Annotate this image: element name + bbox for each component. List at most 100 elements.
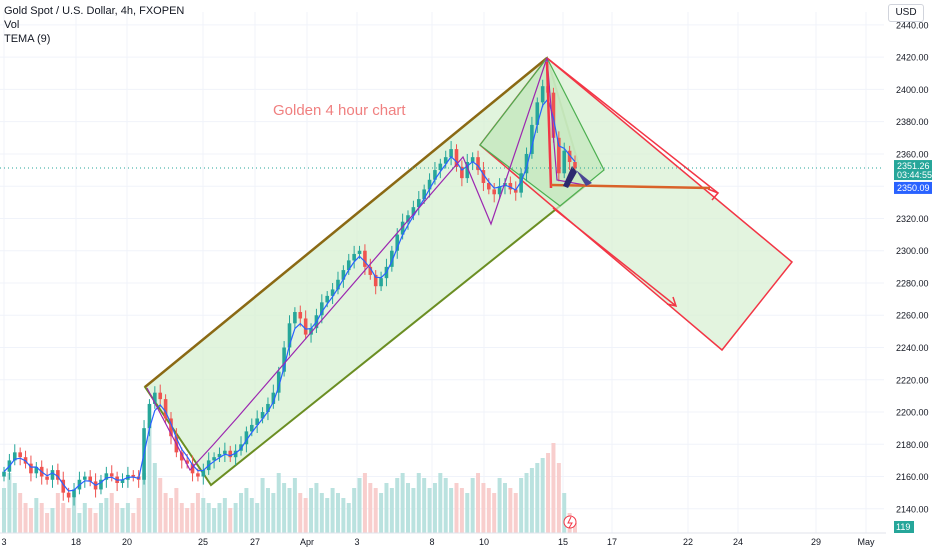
candle-body	[56, 470, 60, 480]
volume-bar	[217, 503, 222, 533]
candle-body	[325, 295, 330, 303]
volume-bar	[535, 463, 540, 533]
candle-body	[201, 470, 206, 477]
countdown-label: 03:44:55	[897, 170, 932, 180]
y-tick-label: 2240.00	[896, 343, 929, 353]
tema-label[interactable]: TEMA (9)	[4, 33, 51, 45]
candle-body	[66, 492, 71, 498]
candle-body	[368, 266, 373, 275]
volume-bar	[61, 503, 66, 533]
volume-bar	[98, 503, 103, 533]
volume-bar	[212, 508, 217, 533]
volume-bar	[125, 503, 130, 533]
volume-bar	[228, 508, 233, 533]
candle-body	[357, 250, 362, 254]
volume-bars	[2, 423, 577, 533]
volume-bar	[551, 443, 556, 533]
y-tick-label: 2380.00	[896, 117, 929, 127]
volume-bar	[368, 483, 373, 533]
volume-bar	[142, 473, 147, 533]
candle-body	[508, 182, 513, 190]
candle-body	[212, 457, 216, 461]
volume-bar	[303, 498, 308, 533]
candle-body	[190, 463, 195, 474]
x-tick-label: 10	[479, 537, 489, 547]
volume-bar	[427, 488, 432, 533]
candle-body	[562, 150, 567, 174]
volume-label[interactable]: Vol	[4, 19, 20, 31]
volume-bar	[39, 503, 44, 533]
candle-body	[551, 92, 556, 138]
candle-body	[573, 162, 577, 169]
currency-selector[interactable]: USD	[888, 4, 924, 22]
y-tick-label: 2300.00	[896, 246, 929, 256]
volume-bar	[449, 488, 454, 533]
candle-body	[298, 312, 303, 319]
volume-bar	[136, 498, 141, 533]
volume-bar	[346, 503, 351, 533]
y-tick-label: 2280.00	[896, 278, 929, 288]
candle-body	[276, 371, 281, 393]
x-tick-label: 20	[122, 537, 132, 547]
volume-bar	[341, 498, 346, 533]
volume-bar	[325, 498, 330, 533]
y-tick-label: 2400.00	[896, 85, 929, 95]
x-tick-label: 18	[71, 537, 81, 547]
x-tick-label: May	[857, 537, 875, 547]
candle-body	[163, 399, 168, 419]
x-tick-label: 27	[250, 537, 260, 547]
volume-bar	[416, 473, 421, 533]
y-tick-label: 2420.00	[896, 53, 929, 63]
candle-body	[390, 250, 394, 267]
volume-bar	[147, 423, 152, 533]
volume-bar	[93, 513, 98, 533]
y-tick-label: 2140.00	[896, 504, 929, 514]
candle-body	[196, 473, 200, 477]
volume-bar	[406, 483, 411, 533]
volume-bar	[432, 483, 437, 533]
candle-body	[524, 153, 529, 174]
volume-bar	[362, 473, 367, 533]
drop-line	[545, 61, 553, 189]
volume-bar	[168, 498, 173, 533]
y-tick-label: 2180.00	[896, 440, 929, 450]
volume-bar	[282, 483, 287, 533]
x-tick-label: 3	[1, 537, 6, 547]
arrow-head	[666, 296, 678, 308]
candle-body	[158, 392, 163, 400]
volume-bar	[481, 483, 486, 533]
x-tick-label: 15	[558, 537, 568, 547]
volume-bar	[104, 498, 109, 533]
volume-bar	[319, 493, 324, 533]
candle-body	[470, 157, 475, 163]
volume-bar	[179, 503, 184, 533]
volume-bar	[276, 473, 281, 533]
volume-bar	[152, 463, 157, 533]
candle-body	[320, 302, 324, 316]
symbol-title[interactable]: Gold Spot / U.S. Dollar, 4h, FXOPEN	[4, 5, 185, 17]
volume-bar	[519, 478, 524, 533]
candle-body	[255, 418, 259, 425]
candle-body	[363, 250, 367, 267]
candle-body	[346, 260, 351, 271]
candle-body	[303, 318, 308, 335]
volume-bar	[45, 513, 50, 533]
chart-legend: Gold Spot / U.S. Dollar, 4h, FXOPEN Vol …	[4, 4, 184, 46]
volume-bar	[120, 508, 125, 533]
volume-bar	[476, 473, 481, 533]
volume-bar	[389, 488, 394, 533]
price-axis: 2140.00 2160.00 2180.00 2200.00 2220.00 2240.…	[886, 0, 932, 550]
target-line	[550, 183, 711, 190]
volume-bar	[271, 493, 276, 533]
volume-bar	[82, 503, 87, 533]
volume-bar	[185, 508, 190, 533]
y-tick-label: 2320.00	[896, 214, 929, 224]
volume-bar	[12, 483, 17, 533]
candle-body	[395, 234, 400, 251]
volume-bar	[206, 503, 211, 533]
volume-bar	[502, 483, 507, 533]
candle-body	[422, 189, 426, 200]
candle-body	[179, 452, 184, 461]
